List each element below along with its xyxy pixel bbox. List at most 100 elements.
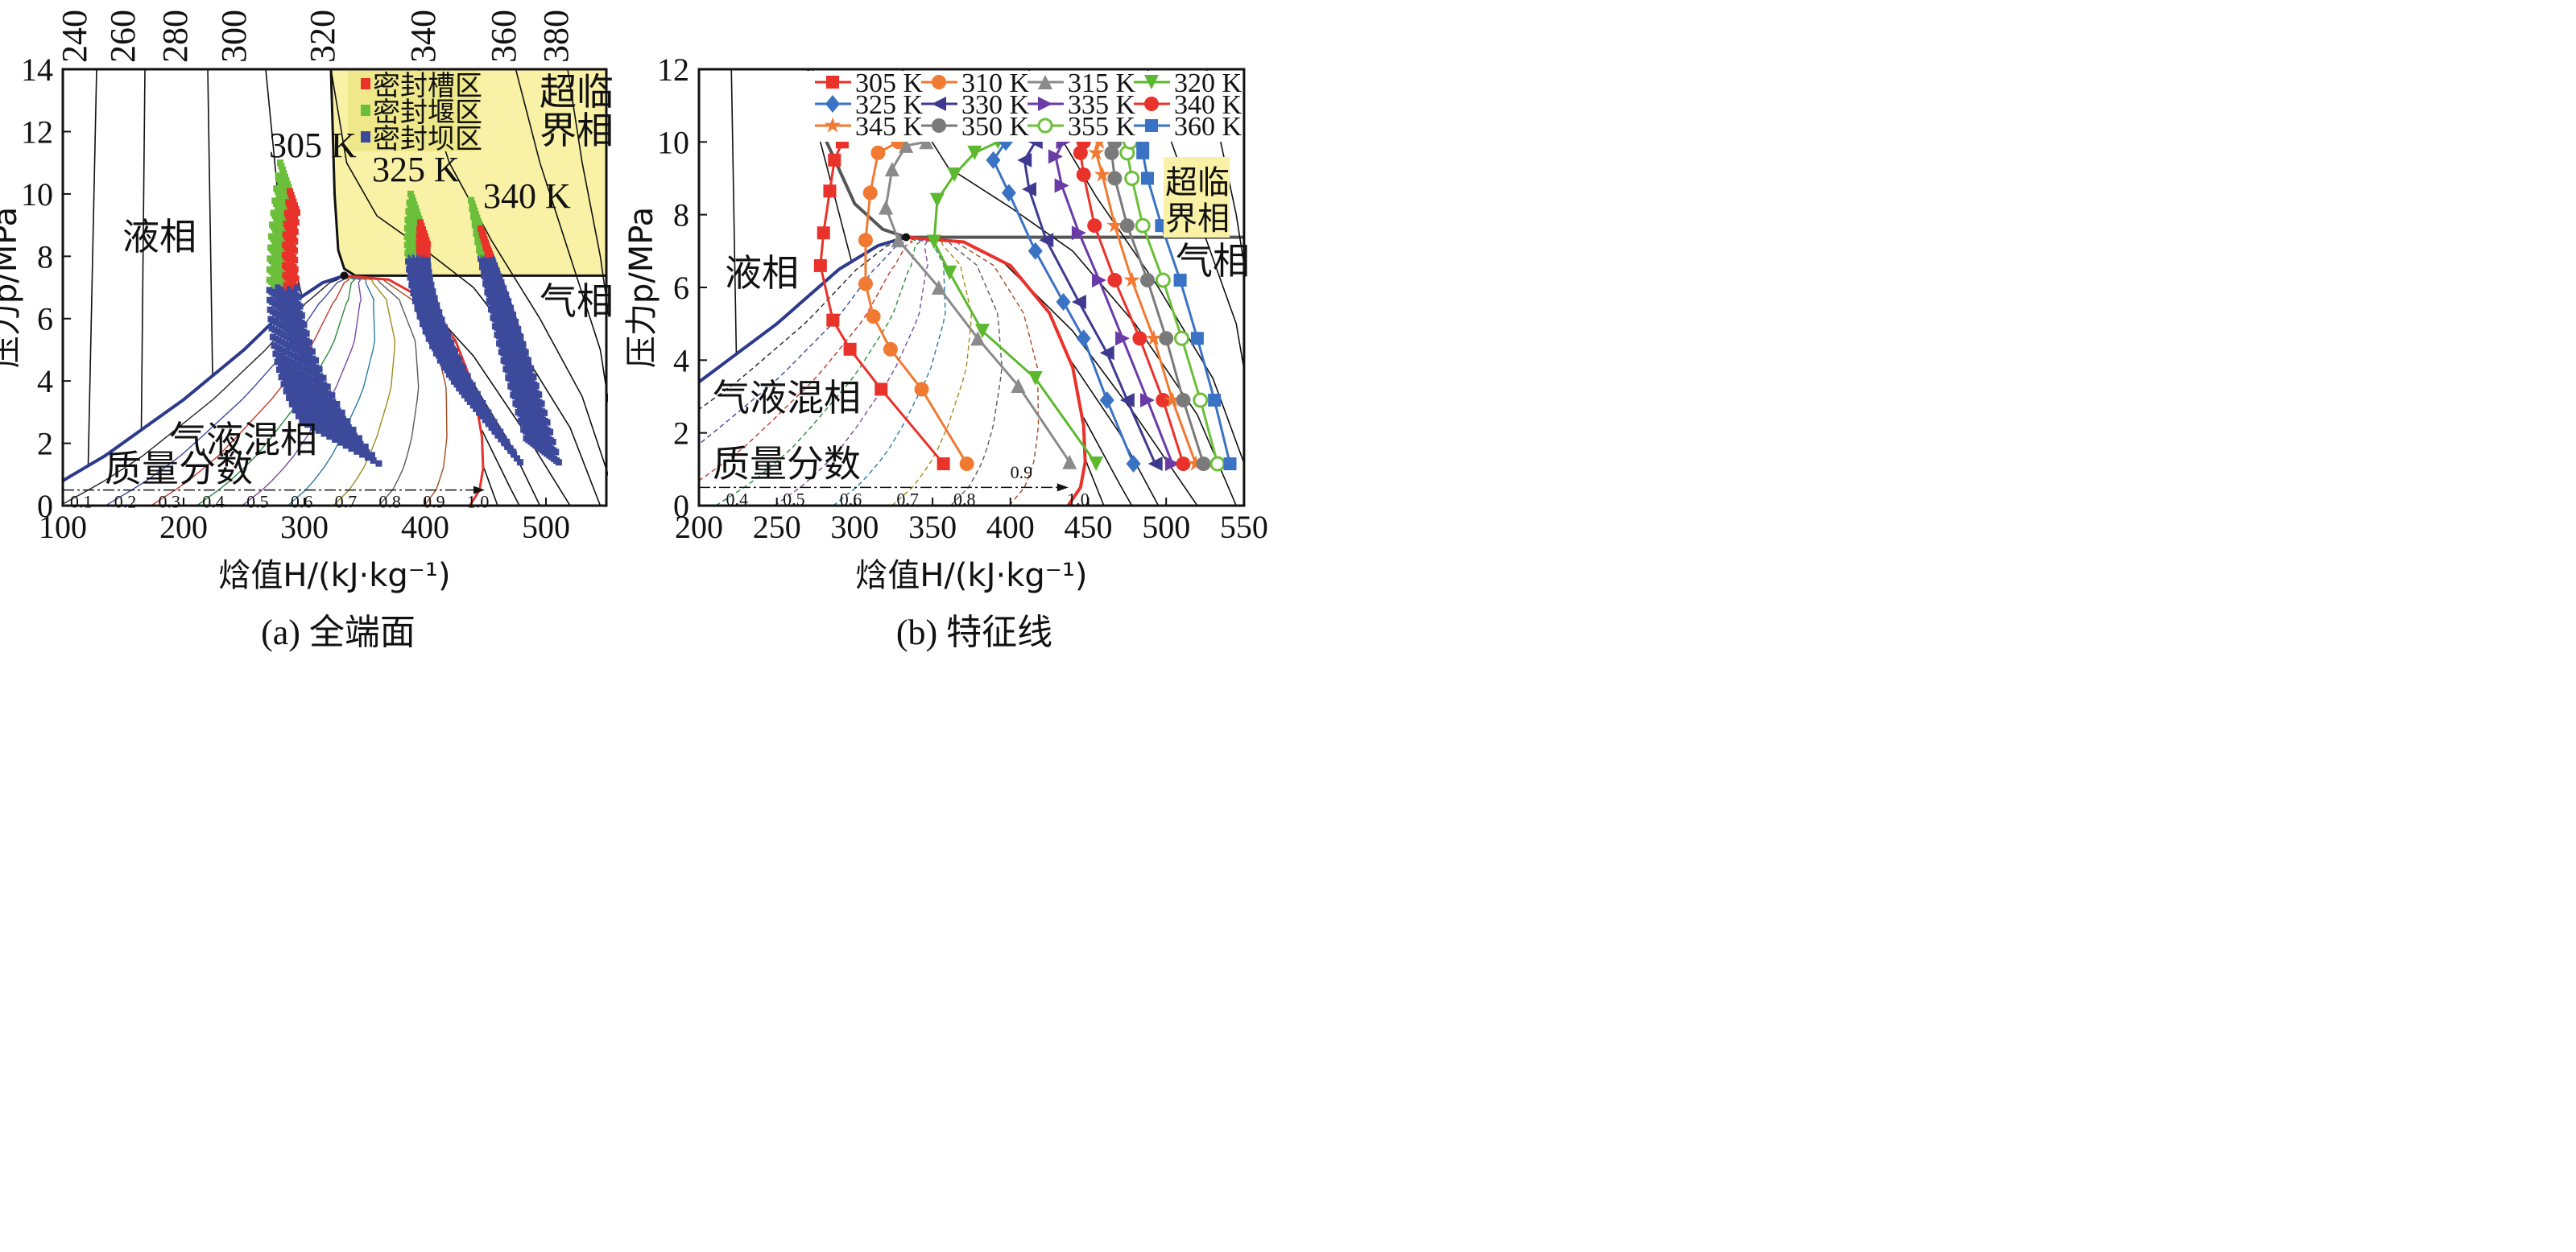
scatter-point	[308, 411, 315, 418]
data-point	[929, 192, 945, 208]
scatter-point	[286, 378, 293, 385]
scatter-point	[283, 355, 290, 362]
y-tick-label: 4	[37, 363, 53, 399]
supercritical-label-line2: 界相	[540, 109, 614, 152]
scatter-point	[332, 436, 339, 443]
group-label: 340 K	[483, 176, 571, 216]
quality-tick-label: 0.8	[378, 492, 401, 512]
scatter-point	[278, 360, 285, 367]
x-tick-label: 500	[522, 509, 570, 545]
scatter-point	[342, 442, 349, 449]
scatter-point	[292, 202, 298, 209]
scatter-point	[413, 219, 420, 226]
scatter-point	[312, 413, 320, 420]
scatter-point	[324, 383, 331, 390]
scatter-point	[519, 341, 527, 348]
scatter-point	[441, 324, 449, 331]
scatter-point	[352, 438, 359, 445]
plot-area	[63, 69, 608, 506]
scatter-point	[424, 240, 431, 247]
data-point	[1173, 273, 1187, 287]
scatter-point	[408, 194, 416, 201]
scatter-point	[275, 172, 282, 180]
scatter-point	[292, 257, 299, 264]
isotherm-line	[481, 429, 520, 506]
scatter-point	[347, 436, 354, 443]
scatter-point	[287, 390, 295, 397]
series-310k	[858, 134, 974, 472]
scatter-point	[290, 198, 297, 205]
series-line	[1023, 141, 1157, 465]
scatter-point	[552, 448, 560, 456]
scatter-point	[344, 418, 351, 425]
scatter-point	[321, 388, 329, 395]
scatter-point	[544, 419, 551, 426]
data-point	[1011, 378, 1026, 393]
series-330k	[1017, 134, 1163, 472]
scatter-point	[302, 385, 309, 392]
scatter-point	[346, 430, 354, 437]
scatter-point	[468, 196, 474, 204]
legend-marker	[361, 131, 370, 143]
critical-point	[340, 271, 349, 280]
scatter-point	[296, 394, 303, 401]
scatter-point	[424, 262, 432, 270]
data-point	[1174, 330, 1190, 346]
scatter-point	[516, 459, 523, 466]
scatter-point	[290, 352, 297, 359]
scatter-point	[292, 367, 299, 374]
liquid-phase-label: 液相	[725, 251, 799, 295]
data-point	[1001, 184, 1016, 202]
scatter-point	[279, 182, 286, 189]
scatter-point	[330, 405, 337, 412]
data-point	[1056, 293, 1071, 312]
legend-marker	[361, 78, 370, 89]
scatter-point	[503, 438, 511, 445]
data-point	[899, 138, 914, 153]
scatter-point	[415, 212, 421, 219]
scatter-point	[291, 374, 298, 381]
y-tick-label: 0	[673, 488, 689, 524]
scatter-point	[309, 400, 316, 407]
isotherm-temperature-label: 300 K	[214, 0, 254, 63]
data-point	[1190, 332, 1204, 345]
scatter-point	[275, 366, 283, 374]
vapor-phase-label: 气相	[1176, 239, 1250, 283]
scatter-point	[311, 421, 318, 428]
scatter-point	[305, 387, 312, 395]
scatter-point	[320, 430, 328, 437]
data-point	[931, 279, 946, 295]
left-chart-full-end-face: 0.1 0.2 0.3 0.4 0.5 0.6 0.7 0.8 0.9 1.0 密封槽区密封堰区密封…	[0, 0, 614, 594]
scatter-point	[478, 225, 484, 233]
data-point	[1107, 272, 1123, 287]
scatter-point	[302, 379, 309, 386]
scatter-point	[514, 455, 521, 462]
y-axis-title: 压力p/MPa	[0, 207, 24, 368]
right-caption: (b) 特征线	[896, 613, 1052, 652]
scatter-point	[295, 375, 302, 382]
scatter-point	[298, 377, 305, 384]
series-335k	[1048, 134, 1180, 472]
supercritical-label-line1: 超临	[540, 70, 614, 114]
scatter-point	[416, 215, 423, 222]
scatter-point	[303, 373, 310, 380]
scatter-point	[535, 391, 543, 399]
data-point	[1139, 393, 1155, 408]
scatter-point	[295, 294, 302, 301]
y-tick-label: 14	[21, 52, 53, 88]
scatter-point	[309, 395, 316, 402]
scatter-point	[322, 412, 329, 419]
y-tick-label: 2	[673, 415, 689, 452]
data-point	[817, 226, 830, 240]
scatter-point	[293, 353, 300, 361]
scatter-point	[287, 205, 295, 213]
scatter-point	[283, 196, 291, 203]
data-point	[1099, 345, 1114, 361]
scatter-point	[322, 418, 329, 425]
scatter-point	[336, 419, 343, 427]
legend-marker	[932, 75, 946, 89]
quality-line	[891, 236, 972, 506]
scatter-point	[517, 333, 524, 341]
scatter-point	[299, 370, 306, 378]
scatter-point	[527, 365, 535, 372]
